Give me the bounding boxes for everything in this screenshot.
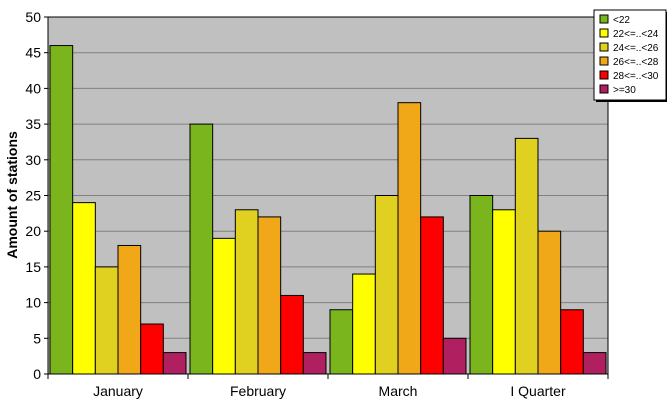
bar [257, 216, 282, 375]
legend-swatch [599, 28, 609, 38]
bar [374, 195, 399, 375]
bar [280, 294, 304, 375]
y-tick-label: 30 [25, 152, 41, 168]
bar [117, 244, 142, 375]
legend-swatch [599, 84, 609, 94]
legend-swatch [599, 42, 609, 52]
legend-label: <22 [613, 15, 630, 26]
y-tick-label: 5 [33, 330, 41, 346]
bar [49, 45, 74, 375]
bar [469, 195, 494, 375]
legend-label: 26<=..<28 [613, 57, 659, 68]
legend-label: 28<=..<30 [613, 71, 659, 82]
bar [397, 102, 422, 375]
bar [94, 266, 119, 375]
legend-label: 22<=..<24 [613, 29, 659, 40]
bar [140, 323, 164, 375]
bar [492, 209, 516, 375]
bar [352, 273, 376, 375]
bar [162, 352, 187, 375]
y-tick-label: 40 [25, 80, 41, 96]
bar [234, 209, 259, 375]
legend-swatch [599, 56, 609, 66]
legend-label: 24<=..<26 [613, 43, 659, 54]
y-tick-label: 25 [25, 188, 41, 204]
x-tick-label: I Quarter [510, 383, 566, 399]
x-tick-label: January [93, 383, 143, 399]
x-tick-label: March [379, 383, 418, 399]
x-tick-label: February [230, 383, 286, 399]
y-axis-label: Amount of stations [4, 131, 20, 259]
bar [537, 230, 562, 375]
legend-swatch [599, 70, 609, 80]
bar [514, 137, 539, 375]
bar [329, 309, 354, 375]
bar [582, 352, 607, 375]
bar [560, 309, 584, 375]
y-tick-label: 0 [33, 366, 41, 382]
bar [212, 237, 236, 375]
y-tick-label: 10 [25, 295, 41, 311]
y-tick-label: 45 [25, 45, 41, 61]
y-tick-label: 20 [25, 223, 41, 239]
bar [302, 352, 327, 375]
bar [189, 123, 214, 375]
y-tick-label: 35 [25, 116, 41, 132]
legend-swatch [599, 14, 609, 24]
y-tick-label: 15 [25, 259, 41, 275]
legend-label: >=30 [613, 85, 636, 96]
bar [420, 216, 444, 375]
bar [72, 202, 96, 375]
bar [442, 337, 467, 375]
y-tick-label: 50 [25, 9, 41, 25]
